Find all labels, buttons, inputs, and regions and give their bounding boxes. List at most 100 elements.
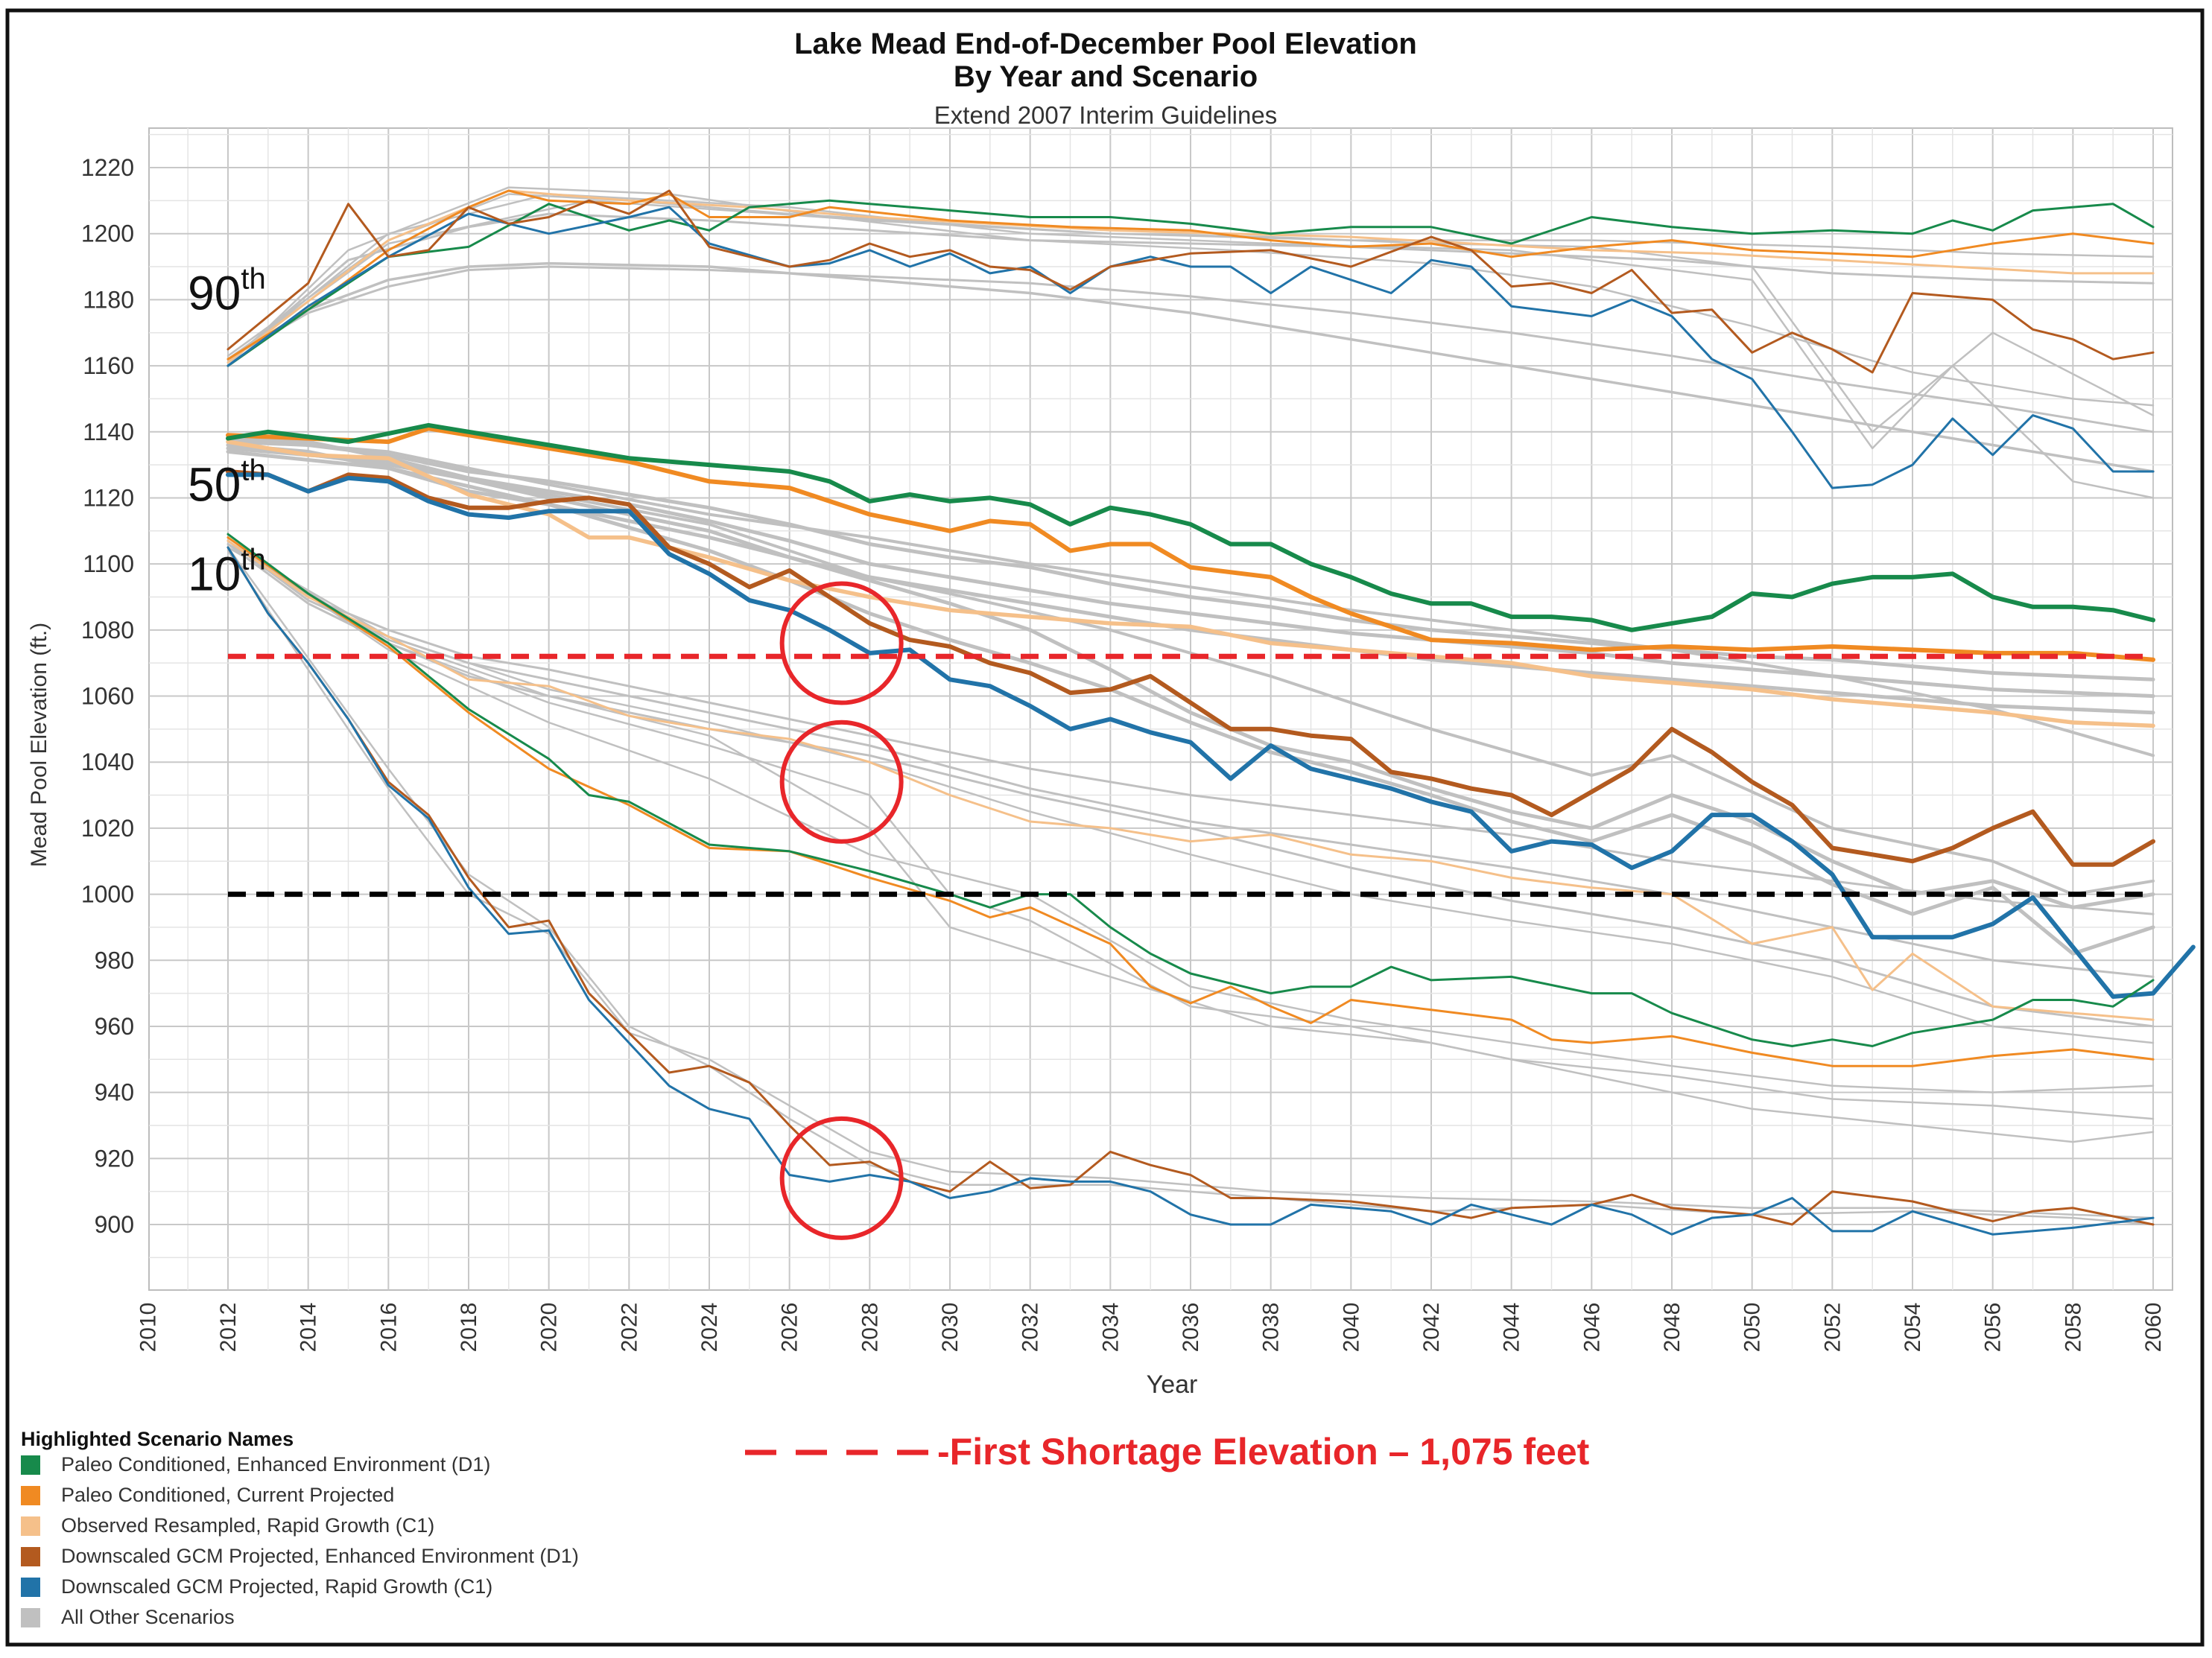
y-tick-label: 900 xyxy=(95,1211,134,1238)
series-line xyxy=(226,193,2155,499)
x-tick-label: 2036 xyxy=(1179,1303,1203,1353)
x-tick-label: 2022 xyxy=(617,1303,641,1353)
shortage-legend-label: First Shortage Elevation – 1,075 feet xyxy=(950,1431,1590,1473)
legend-swatch xyxy=(21,1608,40,1627)
annotation-circle-1 xyxy=(779,581,904,705)
series-line xyxy=(226,439,2155,682)
x-tick-label: 2048 xyxy=(1660,1303,1685,1353)
highlighted-scenarios-layer xyxy=(226,189,2196,1236)
percentile-label-suffix: th xyxy=(241,454,265,487)
y-tick-label: 1000 xyxy=(81,881,134,908)
legend-swatch xyxy=(21,1455,40,1475)
x-tick-label: 2054 xyxy=(1901,1303,1925,1353)
series-line xyxy=(226,472,2196,999)
percentile-label-suffix: th xyxy=(241,543,265,576)
series-line xyxy=(226,546,2155,1236)
x-tick-label: 2040 xyxy=(1339,1303,1363,1353)
chart-frame xyxy=(5,8,2205,1647)
x-tick-label: 2014 xyxy=(297,1303,321,1353)
legend-item-label: Observed Resampled, Rapid Growth (C1) xyxy=(61,1514,434,1537)
y-tick-label: 1040 xyxy=(81,749,134,775)
x-tick-label: 2060 xyxy=(2141,1303,2166,1353)
y-tick-label: 1120 xyxy=(83,484,134,511)
series-line xyxy=(226,533,2155,1047)
series-line xyxy=(226,439,2155,728)
legend-item-label: Downscaled GCM Projected, Enhanced Envir… xyxy=(61,1545,579,1567)
y-tick-label: 1080 xyxy=(81,617,134,644)
legend-item-label: All Other Scenarios xyxy=(61,1606,235,1628)
grid-layer xyxy=(148,127,2173,1291)
series-line xyxy=(226,422,2155,632)
legend-item-label: Paleo Conditioned, Enhanced Environment … xyxy=(61,1453,490,1476)
x-tick-label: 2046 xyxy=(1579,1303,1604,1353)
series-line xyxy=(226,539,2155,1093)
legend-item-label: Downscaled GCM Projected, Rapid Growth (… xyxy=(61,1575,492,1598)
series-line xyxy=(226,436,2155,757)
series-line xyxy=(226,206,2155,489)
x-tick-label: 2038 xyxy=(1259,1303,1284,1353)
series-line xyxy=(226,446,2155,909)
x-tick-label: 2044 xyxy=(1500,1303,1524,1353)
x-tick-label: 2020 xyxy=(537,1303,562,1353)
other-scenarios-layer xyxy=(226,186,2155,1226)
series-line xyxy=(226,186,2155,407)
x-tick-label: 2028 xyxy=(858,1303,882,1353)
y-tick-label: 1020 xyxy=(81,815,134,842)
legend: Highlighted Scenario Names Paleo Conditi… xyxy=(21,1428,579,1628)
series-line xyxy=(226,189,2155,360)
x-tick-label: 2012 xyxy=(216,1303,241,1353)
series-line xyxy=(226,546,2155,1143)
series-line xyxy=(226,261,2155,473)
chart-subtitle: By Year and Scenario xyxy=(954,60,1258,93)
series-line xyxy=(226,449,2155,956)
series-line xyxy=(226,199,2155,367)
series-line xyxy=(226,426,2155,662)
y-tick-label: 1200 xyxy=(81,220,134,247)
series-line xyxy=(226,200,2155,360)
legend-swatch xyxy=(21,1578,40,1597)
x-tick-label: 2042 xyxy=(1419,1303,1444,1353)
y-tick-label: 920 xyxy=(95,1145,134,1172)
x-tick-label: 2032 xyxy=(1018,1303,1043,1353)
chart-title: Lake Mead End-of-December Pool Elevation xyxy=(794,28,1417,60)
legend-items: Paleo Conditioned, Enhanced Environment … xyxy=(21,1453,579,1628)
legend-title: Highlighted Scenario Names xyxy=(21,1428,294,1450)
series-line xyxy=(226,539,2155,1120)
shortage-legend: -First Shortage Elevation – 1,075 feet xyxy=(745,1431,1590,1473)
plot-area-border xyxy=(148,127,2173,1291)
legend-item-label: Paleo Conditioned, Current Projected xyxy=(61,1484,394,1506)
percentile-label-suffix: th xyxy=(241,263,265,296)
series-line xyxy=(226,546,2155,1226)
annotation-circle-2 xyxy=(779,720,904,844)
y-tick-labels: 900 920 940 960 980 1000 1020 1040 1060 1080 1100 1… xyxy=(81,154,134,1238)
y-tick-label: 1140 xyxy=(83,419,134,445)
annotation-circles-layer xyxy=(779,581,904,1240)
x-tick-label: 2018 xyxy=(457,1303,481,1353)
y-tick-label: 980 xyxy=(95,947,134,973)
y-tick-label: 960 xyxy=(95,1013,134,1040)
x-axis-label: Year xyxy=(1147,1370,1198,1399)
x-tick-label: 2052 xyxy=(1820,1303,1845,1353)
x-tick-labels: 2010 2012 2014 2016 2018 2020 2022 2024 2026 2028… xyxy=(136,1303,2166,1353)
series-line xyxy=(226,539,2155,915)
legend-swatch xyxy=(21,1486,40,1505)
series-line xyxy=(226,539,2155,1021)
x-tick-label: 2016 xyxy=(376,1303,401,1353)
reference-lines-layer xyxy=(228,653,2153,898)
y-tick-label: 1060 xyxy=(81,683,134,710)
shortage-legend-text: -First Shortage Elevation – 1,075 feet xyxy=(937,1431,1590,1473)
legend-swatch xyxy=(21,1516,40,1536)
y-tick-label: 940 xyxy=(95,1079,134,1106)
x-tick-label: 2010 xyxy=(136,1303,160,1353)
x-tick-label: 2034 xyxy=(1098,1303,1123,1353)
x-tick-label: 2058 xyxy=(2061,1303,2085,1353)
y-tick-label: 1160 xyxy=(83,352,134,379)
x-tick-label: 2026 xyxy=(778,1303,802,1353)
y-axis-label: Mead Pool Elevation (ft.) xyxy=(27,623,51,868)
series-line xyxy=(226,265,2155,433)
annotation-circle-3 xyxy=(779,1116,904,1240)
percentile-label: 50th xyxy=(188,454,266,512)
series-line xyxy=(226,543,2155,1044)
series-line xyxy=(226,189,2155,374)
